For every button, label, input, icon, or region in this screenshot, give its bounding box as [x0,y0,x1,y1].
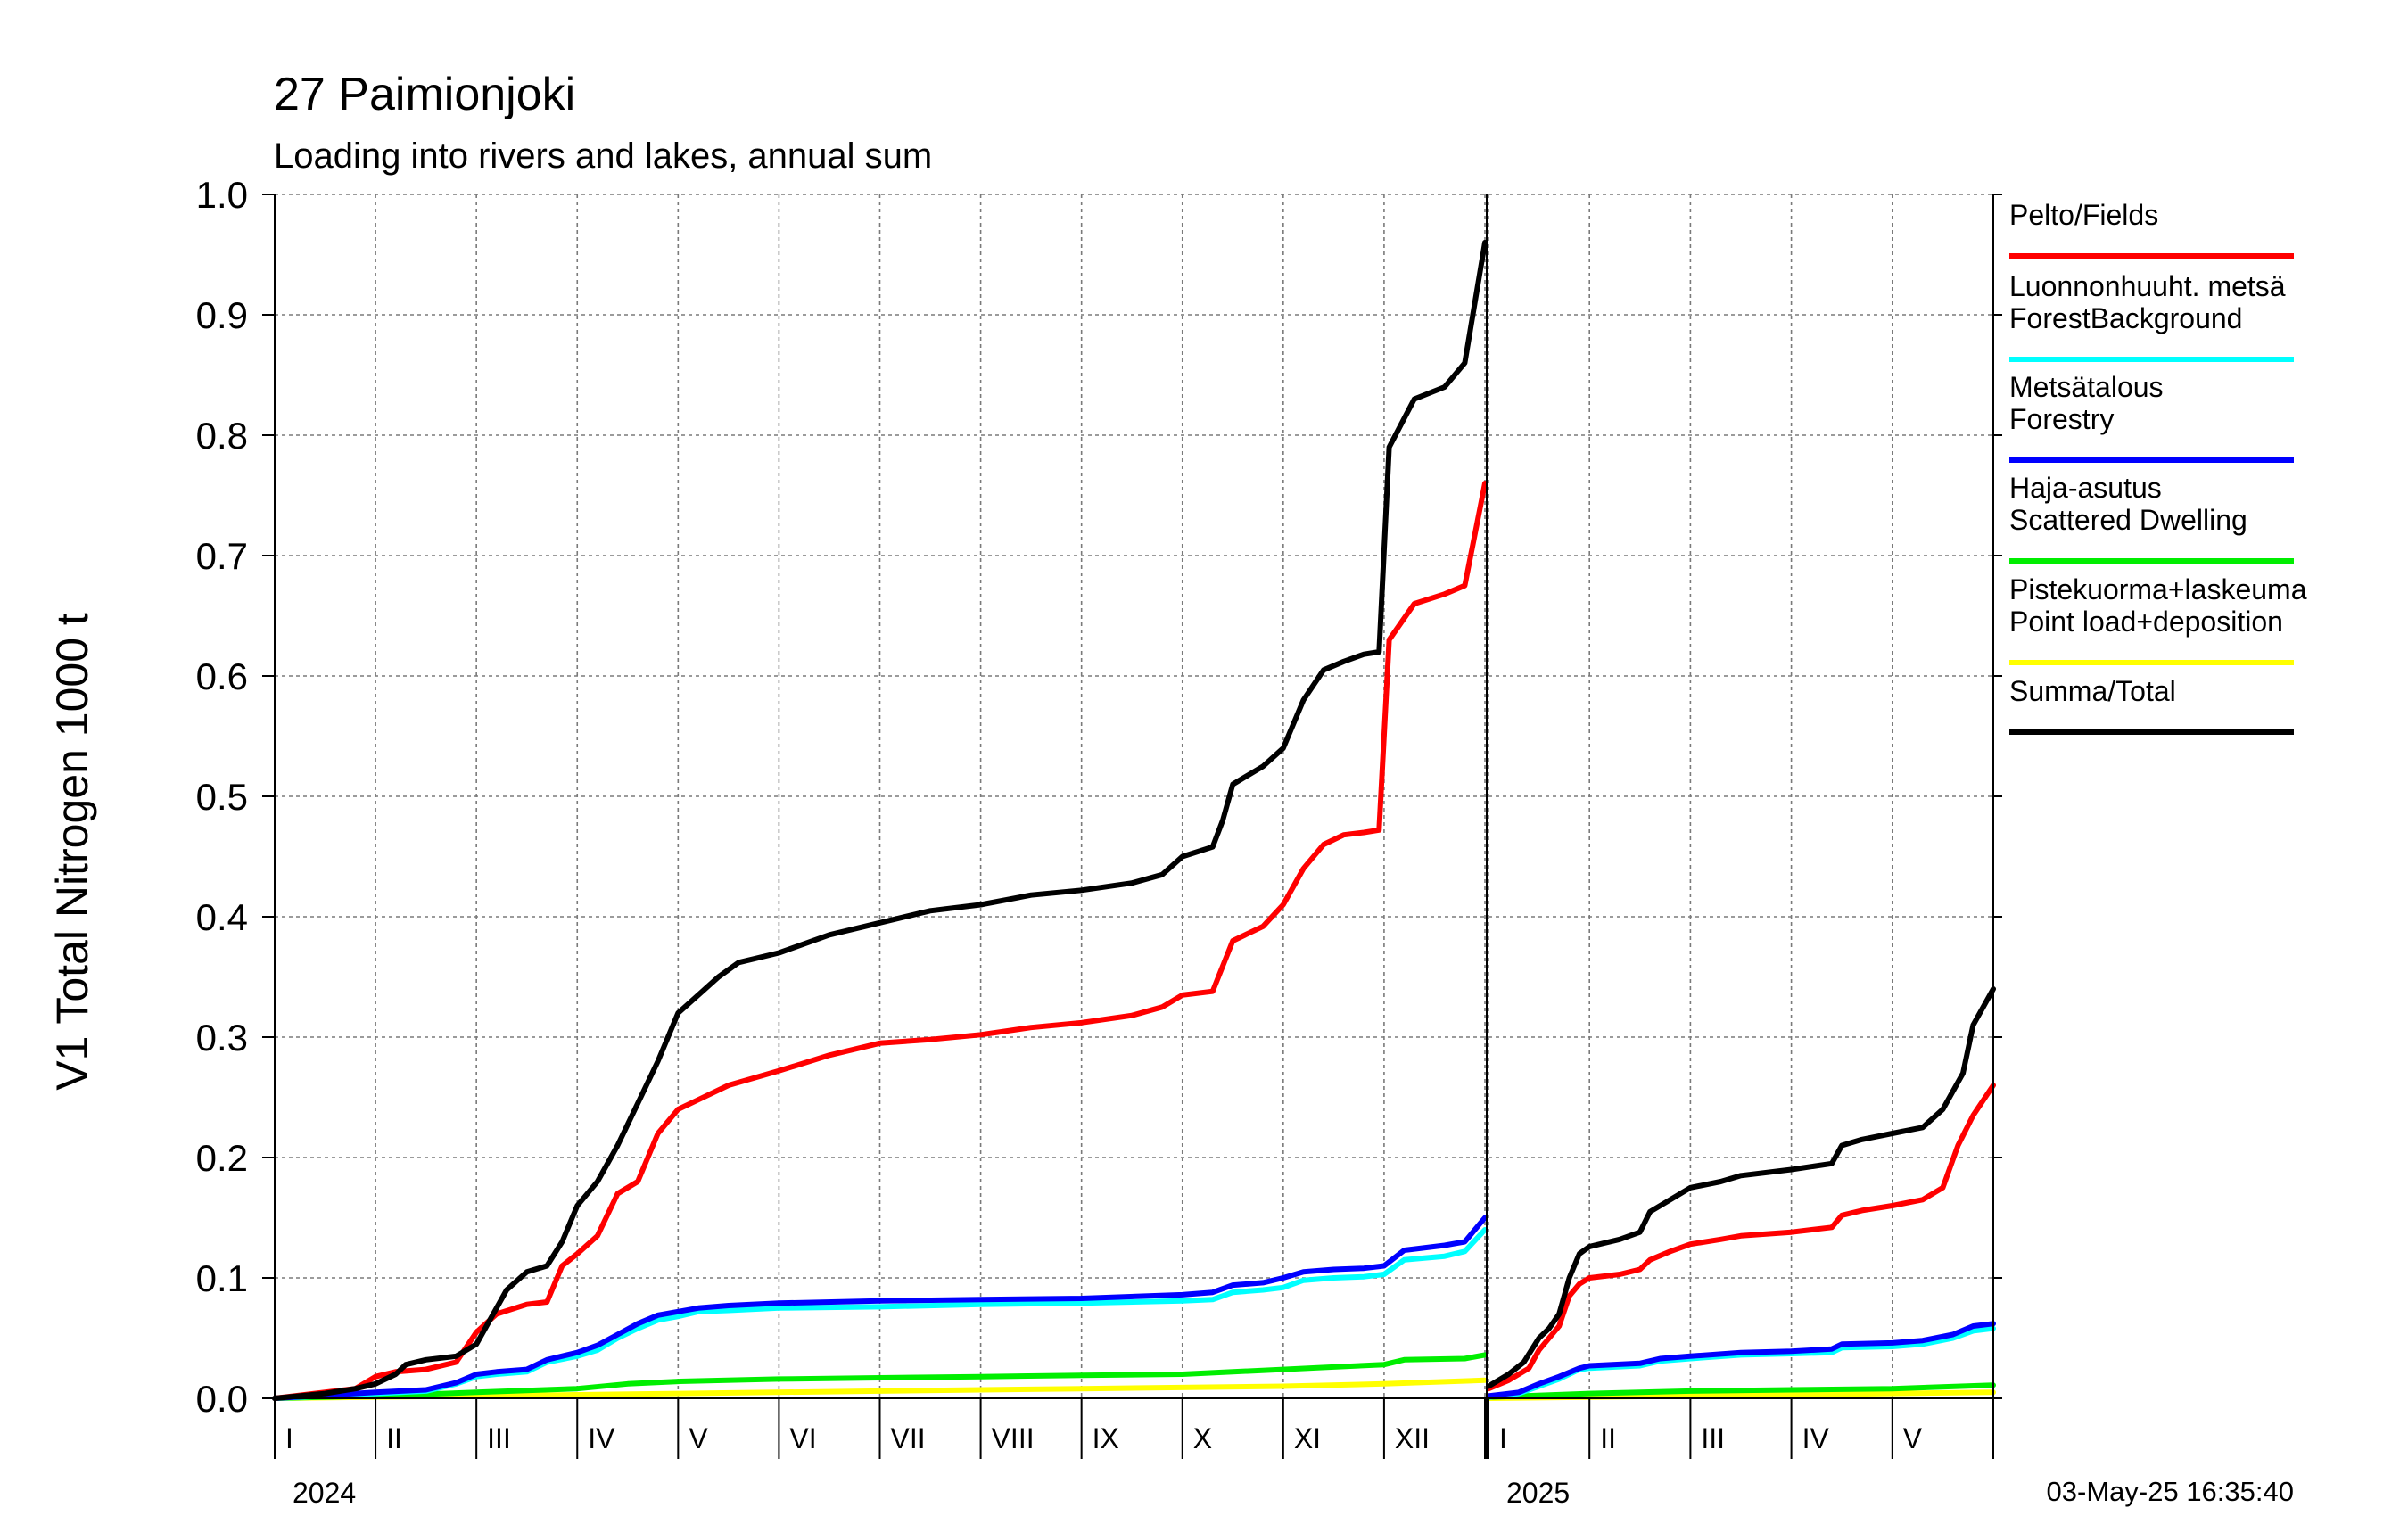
y-tick-label: 0.4 [196,896,248,938]
series-line-pistekuorma-laskeuma-point-load-deposition [1486,1389,1996,1401]
month-label: II [386,1422,402,1454]
month-label: V [689,1422,708,1454]
y-tick-label: 1.0 [196,174,248,216]
y-tick-label: 0.3 [196,1017,248,1059]
y-tick-label: 0.9 [196,294,248,336]
series-line-pistekuorma-laskeuma-point-load-deposition [272,1377,1488,1401]
series-line-haja-asutus-scattered-dwelling [1486,1382,1996,1400]
legend-entry: Pelto/Fields [2009,199,2294,259]
series-line-summa-total [272,240,1488,1401]
series-line-haja-asutus-scattered-dwelling [272,1352,1488,1401]
axes: 0.00.10.20.30.40.50.60.70.80.91.0I II III I… [196,174,2002,1509]
month-label: I [285,1422,293,1454]
month-label: X [1193,1422,1212,1454]
legend: Pelto/Fields Luonnonhuuht. metsäForestBac… [2009,199,2307,735]
legend-label: Luonnonhuuht. metsä [2009,270,2286,302]
legend-entry: Summa/Total [2009,675,2294,735]
year-label: 2024 [293,1477,356,1509]
y-axis-label: V1 Total Nitrogen 1000 t [47,613,97,1091]
legend-label: Point load+deposition [2009,606,2283,638]
month-label: IX [1093,1422,1119,1454]
month-label: III [1701,1422,1725,1454]
y-tick-label: 0.2 [196,1137,248,1179]
month-label: VII [891,1422,926,1454]
month-label: III [487,1422,511,1454]
y-tick-label: 0.7 [196,535,248,577]
series-line-summa-total [1486,986,1996,1389]
month-label: V [1903,1422,1923,1454]
month-label: I [1499,1422,1507,1454]
y-tick-label: 0.5 [196,776,248,818]
y-tick-label: 0.8 [196,415,248,457]
month-label: XI [1294,1422,1321,1454]
y-tick-label: 0.6 [196,655,248,697]
month-label: VIII [992,1422,1035,1454]
month-label: VI [789,1422,816,1454]
month-label: IV [1802,1422,1830,1454]
legend-label: Pistekuorma+laskeuma [2009,573,2307,606]
month-label: XII [1395,1422,1430,1454]
series-line-pelto-fields [1486,1083,1996,1392]
chart-subtitle: Loading into rivers and lakes, annual su… [274,136,932,176]
y-tick-label: 0.1 [196,1257,248,1299]
series-line-pelto-fields [272,481,1488,1401]
legend-label: ForestBackground [2009,302,2242,334]
y-tick-label: 0.0 [196,1378,248,1420]
legend-label: Metsätalous [2009,371,2164,403]
grid [274,194,1994,1398]
legend-label: Scattered Dwelling [2009,504,2247,536]
month-label: IV [588,1422,615,1454]
timestamp: 03-May-25 16:35:40 [2047,1476,2294,1507]
series-line-mets-talous-forestry [272,1215,1488,1401]
series-line-mets-talous-forestry [1486,1321,1996,1399]
legend-label: Summa/Total [2009,675,2176,707]
year-label: 2025 [1506,1477,1570,1509]
chart-title: 27 Paimionjoki [274,69,575,120]
legend-label: Forestry [2009,403,2114,435]
series-group [272,240,1996,1401]
legend-label: Pelto/Fields [2009,199,2158,231]
legend-label: Haja-asutus [2009,472,2162,504]
month-label: II [1600,1422,1616,1454]
